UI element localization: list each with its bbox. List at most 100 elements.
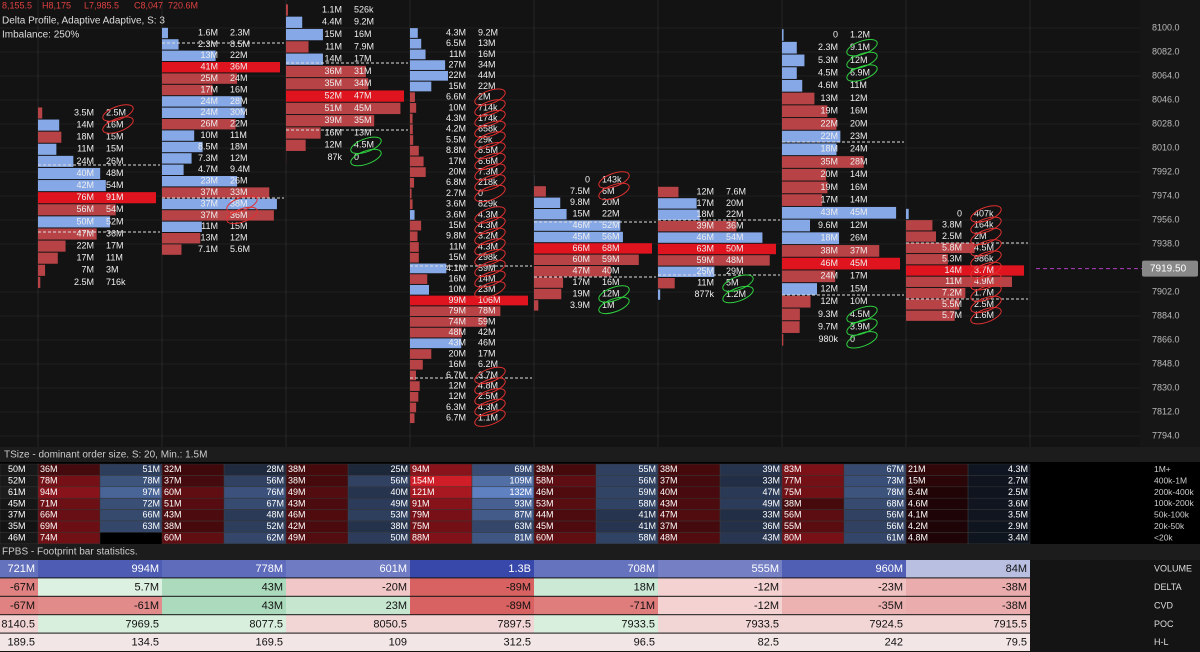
ask-volume: 1.7M	[974, 287, 994, 297]
bid-volume: 980k	[818, 334, 838, 344]
volume-bar	[410, 28, 418, 38]
bid-volume: 9.8M	[446, 231, 466, 241]
ask-volume: 2.5M	[478, 391, 498, 401]
tsize-value: 51M	[142, 464, 160, 474]
volume-bar	[782, 270, 836, 283]
price-tick-label: 8028.0	[1152, 118, 1180, 128]
volume-bar	[162, 244, 182, 255]
tsize-value: 68M	[886, 498, 904, 508]
stat-value: 43M	[262, 600, 283, 612]
bid-volume: 25M	[200, 73, 218, 83]
ask-volume: 10M	[850, 296, 868, 306]
tsize-value: 75M	[784, 487, 802, 497]
stat-cell	[658, 596, 782, 615]
ask-volume: 12M	[602, 288, 620, 298]
stat-value: -38M	[1002, 600, 1027, 612]
bid-volume: 24M	[76, 156, 94, 166]
ask-volume: 26M	[230, 176, 248, 186]
bid-volume: 2.5M	[942, 231, 962, 241]
tsize-value: 61M	[886, 532, 904, 542]
stat-cell	[286, 615, 410, 633]
tsize-value: 77M	[784, 475, 802, 485]
bid-volume: 25M	[696, 266, 714, 276]
tsize-value: 78M	[40, 475, 58, 485]
stat-cell	[0, 578, 38, 596]
tsize-value: 49M	[288, 532, 306, 542]
tsize-value: 73M	[886, 475, 904, 485]
imbalance-marker	[846, 318, 878, 336]
imbalance-marker	[474, 163, 506, 181]
volume-bar	[162, 27, 168, 39]
bid-volume: 5.7M	[942, 310, 962, 320]
fpbs-header	[0, 544, 1200, 560]
ask-volume: 47M	[354, 90, 372, 100]
ask-volume: 3.7M	[974, 265, 994, 275]
volume-bar	[782, 295, 811, 308]
bid-volume: 12M	[448, 391, 466, 401]
ask-volume: 17M	[354, 54, 372, 64]
volume-bar	[410, 135, 414, 145]
tsize-value: 50M	[8, 464, 26, 474]
imbalance-marker	[226, 195, 258, 213]
tsize-value: 38M	[536, 464, 554, 474]
volume-bar	[534, 288, 562, 300]
stat-cell	[906, 596, 1030, 615]
tsize-value: 56M	[638, 475, 656, 485]
bid-volume: 15M	[448, 81, 466, 91]
tsize-value: 4.1M	[908, 510, 928, 520]
stat-cell	[38, 615, 162, 633]
tsize-value: 78M	[886, 487, 904, 497]
volume-bar	[410, 103, 417, 113]
tsize-value: 81M	[514, 532, 532, 542]
stat-cell	[286, 560, 410, 578]
bid-volume: 63M	[696, 243, 714, 253]
ask-volume: 45M	[354, 103, 372, 113]
bid-volume: 11M	[697, 278, 714, 288]
imbalance-marker	[350, 148, 382, 167]
ask-volume: 2.3M	[230, 27, 250, 37]
ask-volume: 37M	[850, 245, 868, 255]
ask-volume: 36M	[726, 221, 744, 231]
tsize-value: 59M	[638, 487, 656, 497]
bid-volume: 17M	[572, 277, 590, 287]
volume-bar	[906, 231, 936, 242]
tsize-value: 43M	[660, 498, 678, 508]
bid-volume: 2.3M	[818, 42, 838, 52]
bid-volume: 46M	[572, 220, 590, 230]
stat-value: 312.5	[503, 637, 531, 649]
volume-bar	[38, 240, 66, 252]
imbalance-marker	[970, 205, 1002, 223]
bid-volume: 15M	[448, 252, 466, 262]
bid-volume: 36M	[324, 66, 342, 76]
volume-bar	[38, 180, 106, 192]
volume-bar	[658, 255, 770, 266]
tsize-value: 38M	[288, 464, 306, 474]
volume-bar	[782, 194, 823, 206]
bid-volume: 22M	[820, 131, 838, 141]
stat-value: 994M	[131, 563, 159, 575]
tsize-value: 3.6M	[1008, 498, 1028, 508]
bid-volume: 24M	[820, 271, 838, 281]
ask-volume: 2M	[478, 92, 491, 102]
volume-bar	[162, 96, 242, 107]
imbalance-marker	[474, 398, 506, 417]
volume-bar	[906, 254, 948, 265]
volume-bar	[782, 206, 897, 219]
volume-bar	[782, 29, 784, 41]
tsize-value: 45M	[8, 498, 26, 508]
volume-bar	[782, 219, 811, 232]
volume-bar	[162, 153, 192, 164]
price-tick-label: 7848.0	[1152, 358, 1180, 368]
ask-volume: 23M	[850, 131, 868, 141]
ask-volume: 44M	[478, 70, 496, 80]
bid-volume: 22M	[820, 118, 838, 128]
stat-value: -35M	[878, 600, 903, 612]
bid-volume: 20M	[448, 348, 466, 358]
tsize-value: 38M	[390, 521, 408, 531]
tsize-value: 51M	[164, 498, 182, 508]
ask-volume: 1.2M	[850, 29, 870, 39]
tsize-value: 60M	[536, 532, 554, 542]
ask-volume: 17M	[106, 240, 124, 250]
bid-volume: 14M	[76, 119, 94, 129]
tsize-value: 53M	[536, 498, 554, 508]
